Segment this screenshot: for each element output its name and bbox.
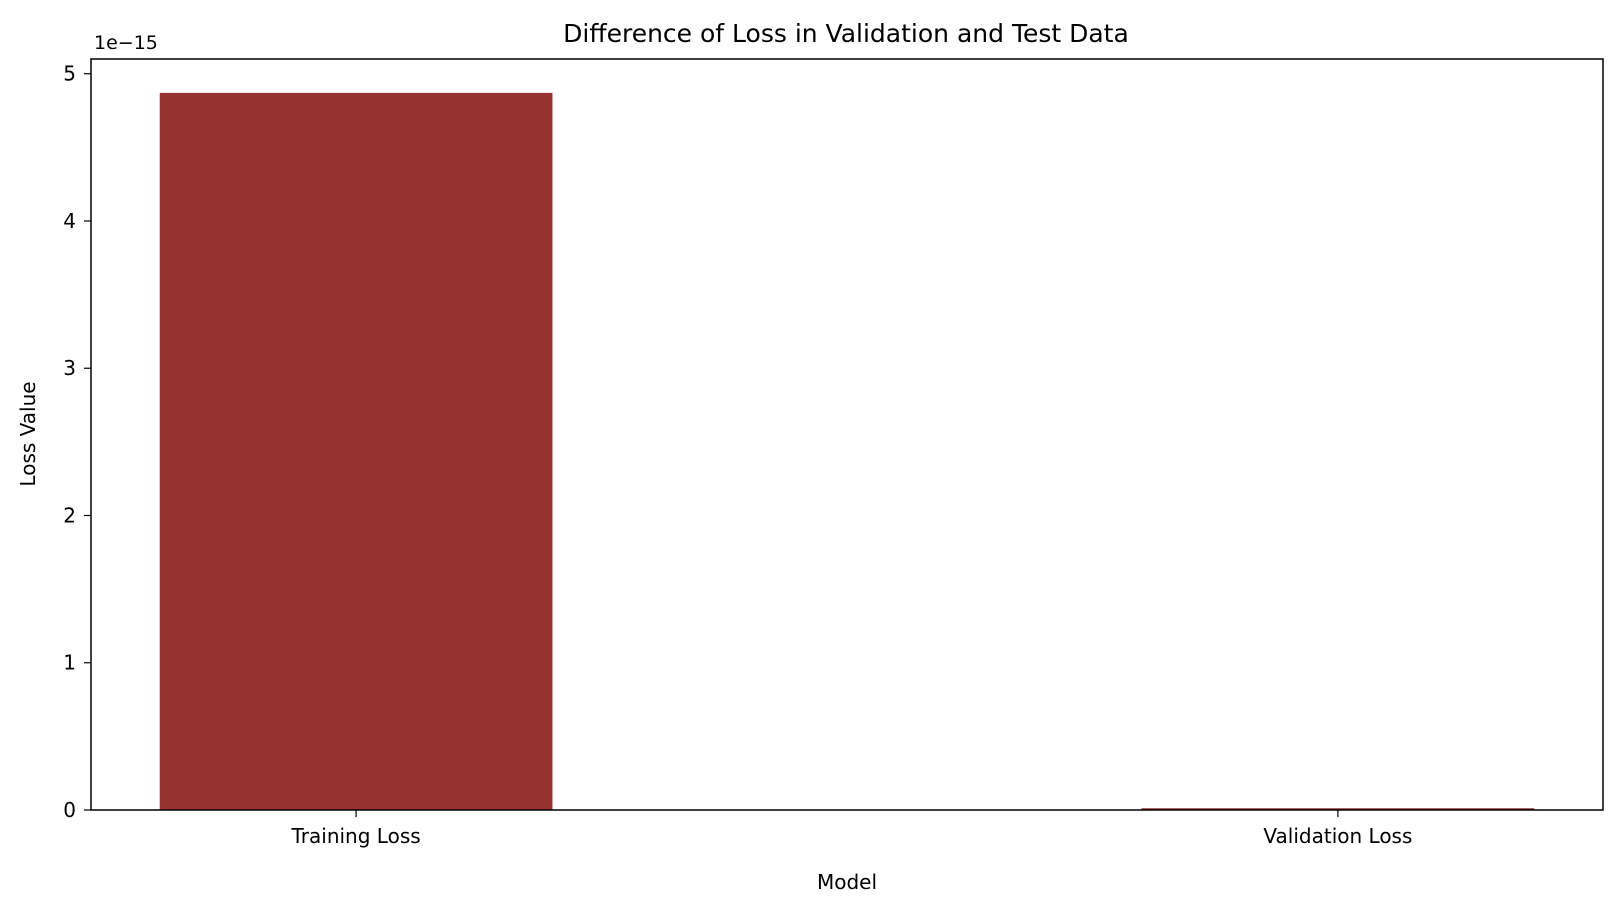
bars-group	[159, 92, 1535, 810]
bar-validation-loss	[1141, 808, 1535, 810]
y-axis-label: Loss Value	[16, 381, 40, 486]
y-tick-label: 2	[63, 503, 76, 527]
x-axis-label: Model	[817, 870, 877, 894]
x-ticks-group: Training Loss Validation Loss	[291, 810, 1412, 848]
y-tick-label: 0	[63, 798, 76, 822]
plot-frame	[90, 58, 1604, 811]
x-tick-label: Validation Loss	[1263, 824, 1412, 848]
y-axis-offset-text: 1e−15	[94, 32, 158, 54]
y-tick-label: 5	[63, 62, 76, 86]
y-tick-label: 3	[63, 356, 76, 380]
chart-title: Difference of Loss in Validation and Tes…	[563, 19, 1129, 48]
y-ticks-group: 0 1 2 3 4 5	[63, 62, 91, 822]
y-tick-label: 4	[63, 209, 76, 233]
y-tick-label: 1	[63, 651, 76, 675]
x-tick-label: Training Loss	[291, 824, 421, 848]
bar-training-loss	[159, 92, 553, 810]
